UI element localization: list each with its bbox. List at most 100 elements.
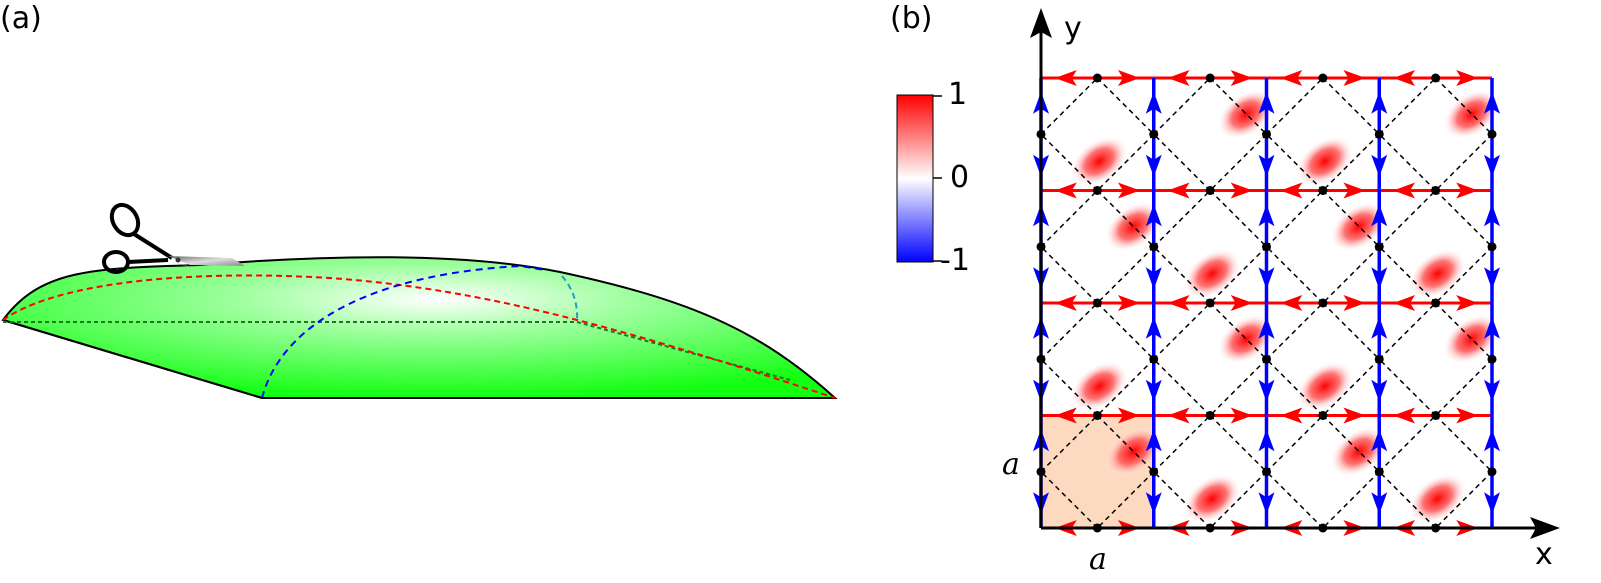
- arrow-up-icon: [1484, 91, 1500, 114]
- dashed-diamond-edge: [1435, 302, 1493, 360]
- dashed-diamond-edge: [1096, 358, 1155, 417]
- dashed-diamond-edge: [1209, 133, 1268, 192]
- site-dot: [1318, 298, 1328, 308]
- dashed-diamond-edge: [1209, 189, 1268, 248]
- arrow-down-icon: [1484, 154, 1500, 177]
- site-dot: [1149, 354, 1159, 364]
- site-dot: [1487, 242, 1497, 252]
- dashed-diamond-edge: [1265, 77, 1324, 135]
- arrow-right-icon: [1230, 407, 1253, 424]
- y-axis-label: y: [1064, 11, 1082, 46]
- dashed-diamond-edge: [1322, 189, 1380, 248]
- dashed-diamond-edge: [1153, 358, 1211, 417]
- colorbar-tick-max: 1: [948, 77, 968, 112]
- arrow-right-icon: [1230, 182, 1253, 199]
- site-dot: [1318, 73, 1328, 83]
- arrow-left-icon: [1393, 70, 1416, 86]
- site-dot: [1431, 73, 1441, 83]
- y-axis-arrow-icon: [1030, 8, 1052, 38]
- arrow-down-icon: [1145, 492, 1162, 515]
- dashed-diamond-edge: [1378, 77, 1437, 135]
- arrow-up-icon: [1371, 204, 1388, 227]
- arrow-left-icon: [1280, 295, 1303, 311]
- colorbar-tick-mid: 0: [950, 160, 970, 195]
- site-dot: [1487, 129, 1497, 139]
- arrow-down-icon: [1258, 267, 1275, 290]
- dashed-diamond-edge: [1153, 302, 1211, 360]
- dashed-diamond-edge: [1096, 246, 1155, 304]
- site-dot: [1431, 411, 1441, 420]
- spin-density-blob: [1104, 201, 1163, 252]
- dashed-diamond-edge: [1322, 358, 1380, 417]
- spin-density-blob: [1442, 89, 1501, 140]
- arrow-up-icon: [1145, 429, 1162, 452]
- dashed-diamond-edge: [1153, 77, 1211, 135]
- arrow-left-icon: [1054, 182, 1077, 199]
- arrow-right-icon: [1117, 182, 1140, 199]
- arrow-up-icon: [1371, 91, 1388, 114]
- site-dot: [1205, 186, 1215, 195]
- site-dot: [1205, 298, 1215, 308]
- arrow-left-icon: [1393, 407, 1416, 424]
- dashed-diamond-edge: [1209, 302, 1268, 360]
- dashed-diamond-edge: [1096, 414, 1155, 473]
- dashed-diamond-edge: [1322, 246, 1380, 304]
- site-dot: [1149, 467, 1159, 477]
- arrow-up-icon: [1258, 91, 1275, 114]
- arrow-left-icon: [1280, 182, 1303, 199]
- dashed-diamond-edge: [1040, 189, 1098, 248]
- blue-dashed-curve: [261, 264, 546, 399]
- arrow-down-icon: [1484, 492, 1500, 515]
- arrow-left-icon: [1054, 70, 1077, 86]
- dashed-diamond-edge: [1378, 414, 1437, 473]
- arrow-right-icon: [1343, 70, 1366, 86]
- site-dot: [1262, 242, 1271, 252]
- dashed-diamond-edge: [1040, 414, 1098, 473]
- arrow-down-icon: [1484, 379, 1500, 402]
- site-dot: [1374, 129, 1384, 139]
- site-dot: [1092, 298, 1102, 308]
- spin-density-blob: [1330, 426, 1388, 477]
- site-dot: [1318, 186, 1328, 195]
- arrow-down-icon: [1371, 492, 1388, 515]
- x-axis-label: x: [1535, 537, 1553, 572]
- site-dot: [1205, 73, 1215, 83]
- dashed-diamond-edge: [1040, 471, 1098, 529]
- arrow-right-icon: [1456, 70, 1479, 86]
- colorbar-tick-min: -1: [940, 243, 970, 278]
- dashed-diamond-edge: [1435, 246, 1493, 304]
- site-dot: [1374, 467, 1384, 477]
- arrow-up-icon: [1371, 429, 1388, 452]
- dashed-diamond-edge: [1435, 471, 1493, 529]
- dashed-diamond-edge: [1040, 302, 1098, 360]
- arrow-right-icon: [1456, 182, 1479, 199]
- arrow-left-icon: [1167, 407, 1190, 424]
- dashed-diamond-edge: [1209, 77, 1268, 135]
- lattice-constant-x-label: a: [1089, 542, 1107, 577]
- lattice-constant-y-label: a: [1002, 447, 1020, 482]
- arrow-up-icon: [1484, 429, 1500, 452]
- arrow-left-icon: [1167, 182, 1190, 199]
- dashed-diamond-edge: [1096, 77, 1155, 135]
- dashed-diamond-edge: [1435, 189, 1493, 248]
- dashed-diamond-edge: [1265, 189, 1324, 248]
- panel-label-a: (a): [0, 1, 42, 36]
- arrow-down-icon: [1258, 492, 1275, 515]
- lattice-diagram: [1033, 70, 1501, 536]
- dashed-diamond-edge: [1265, 246, 1324, 304]
- red-dashed-curve: [2, 274, 836, 399]
- arrow-right-icon: [1117, 70, 1140, 86]
- arrow-left-icon: [1280, 70, 1303, 86]
- dashed-diamond-edge: [1096, 189, 1155, 248]
- site-dot: [1431, 298, 1441, 308]
- dashed-diamond-edge: [1096, 133, 1155, 192]
- dashed-diamond-edge: [1040, 77, 1098, 135]
- dashed-diamond-edge: [1378, 133, 1437, 192]
- dashed-diamond-edge: [1435, 133, 1493, 192]
- arrow-left-icon: [1167, 295, 1190, 311]
- colorbar: [896, 94, 942, 263]
- site-dot: [1092, 186, 1102, 195]
- dashed-diamond-edge: [1209, 358, 1268, 417]
- dashed-diamond-edge: [1209, 471, 1268, 529]
- arrow-down-icon: [1258, 379, 1275, 402]
